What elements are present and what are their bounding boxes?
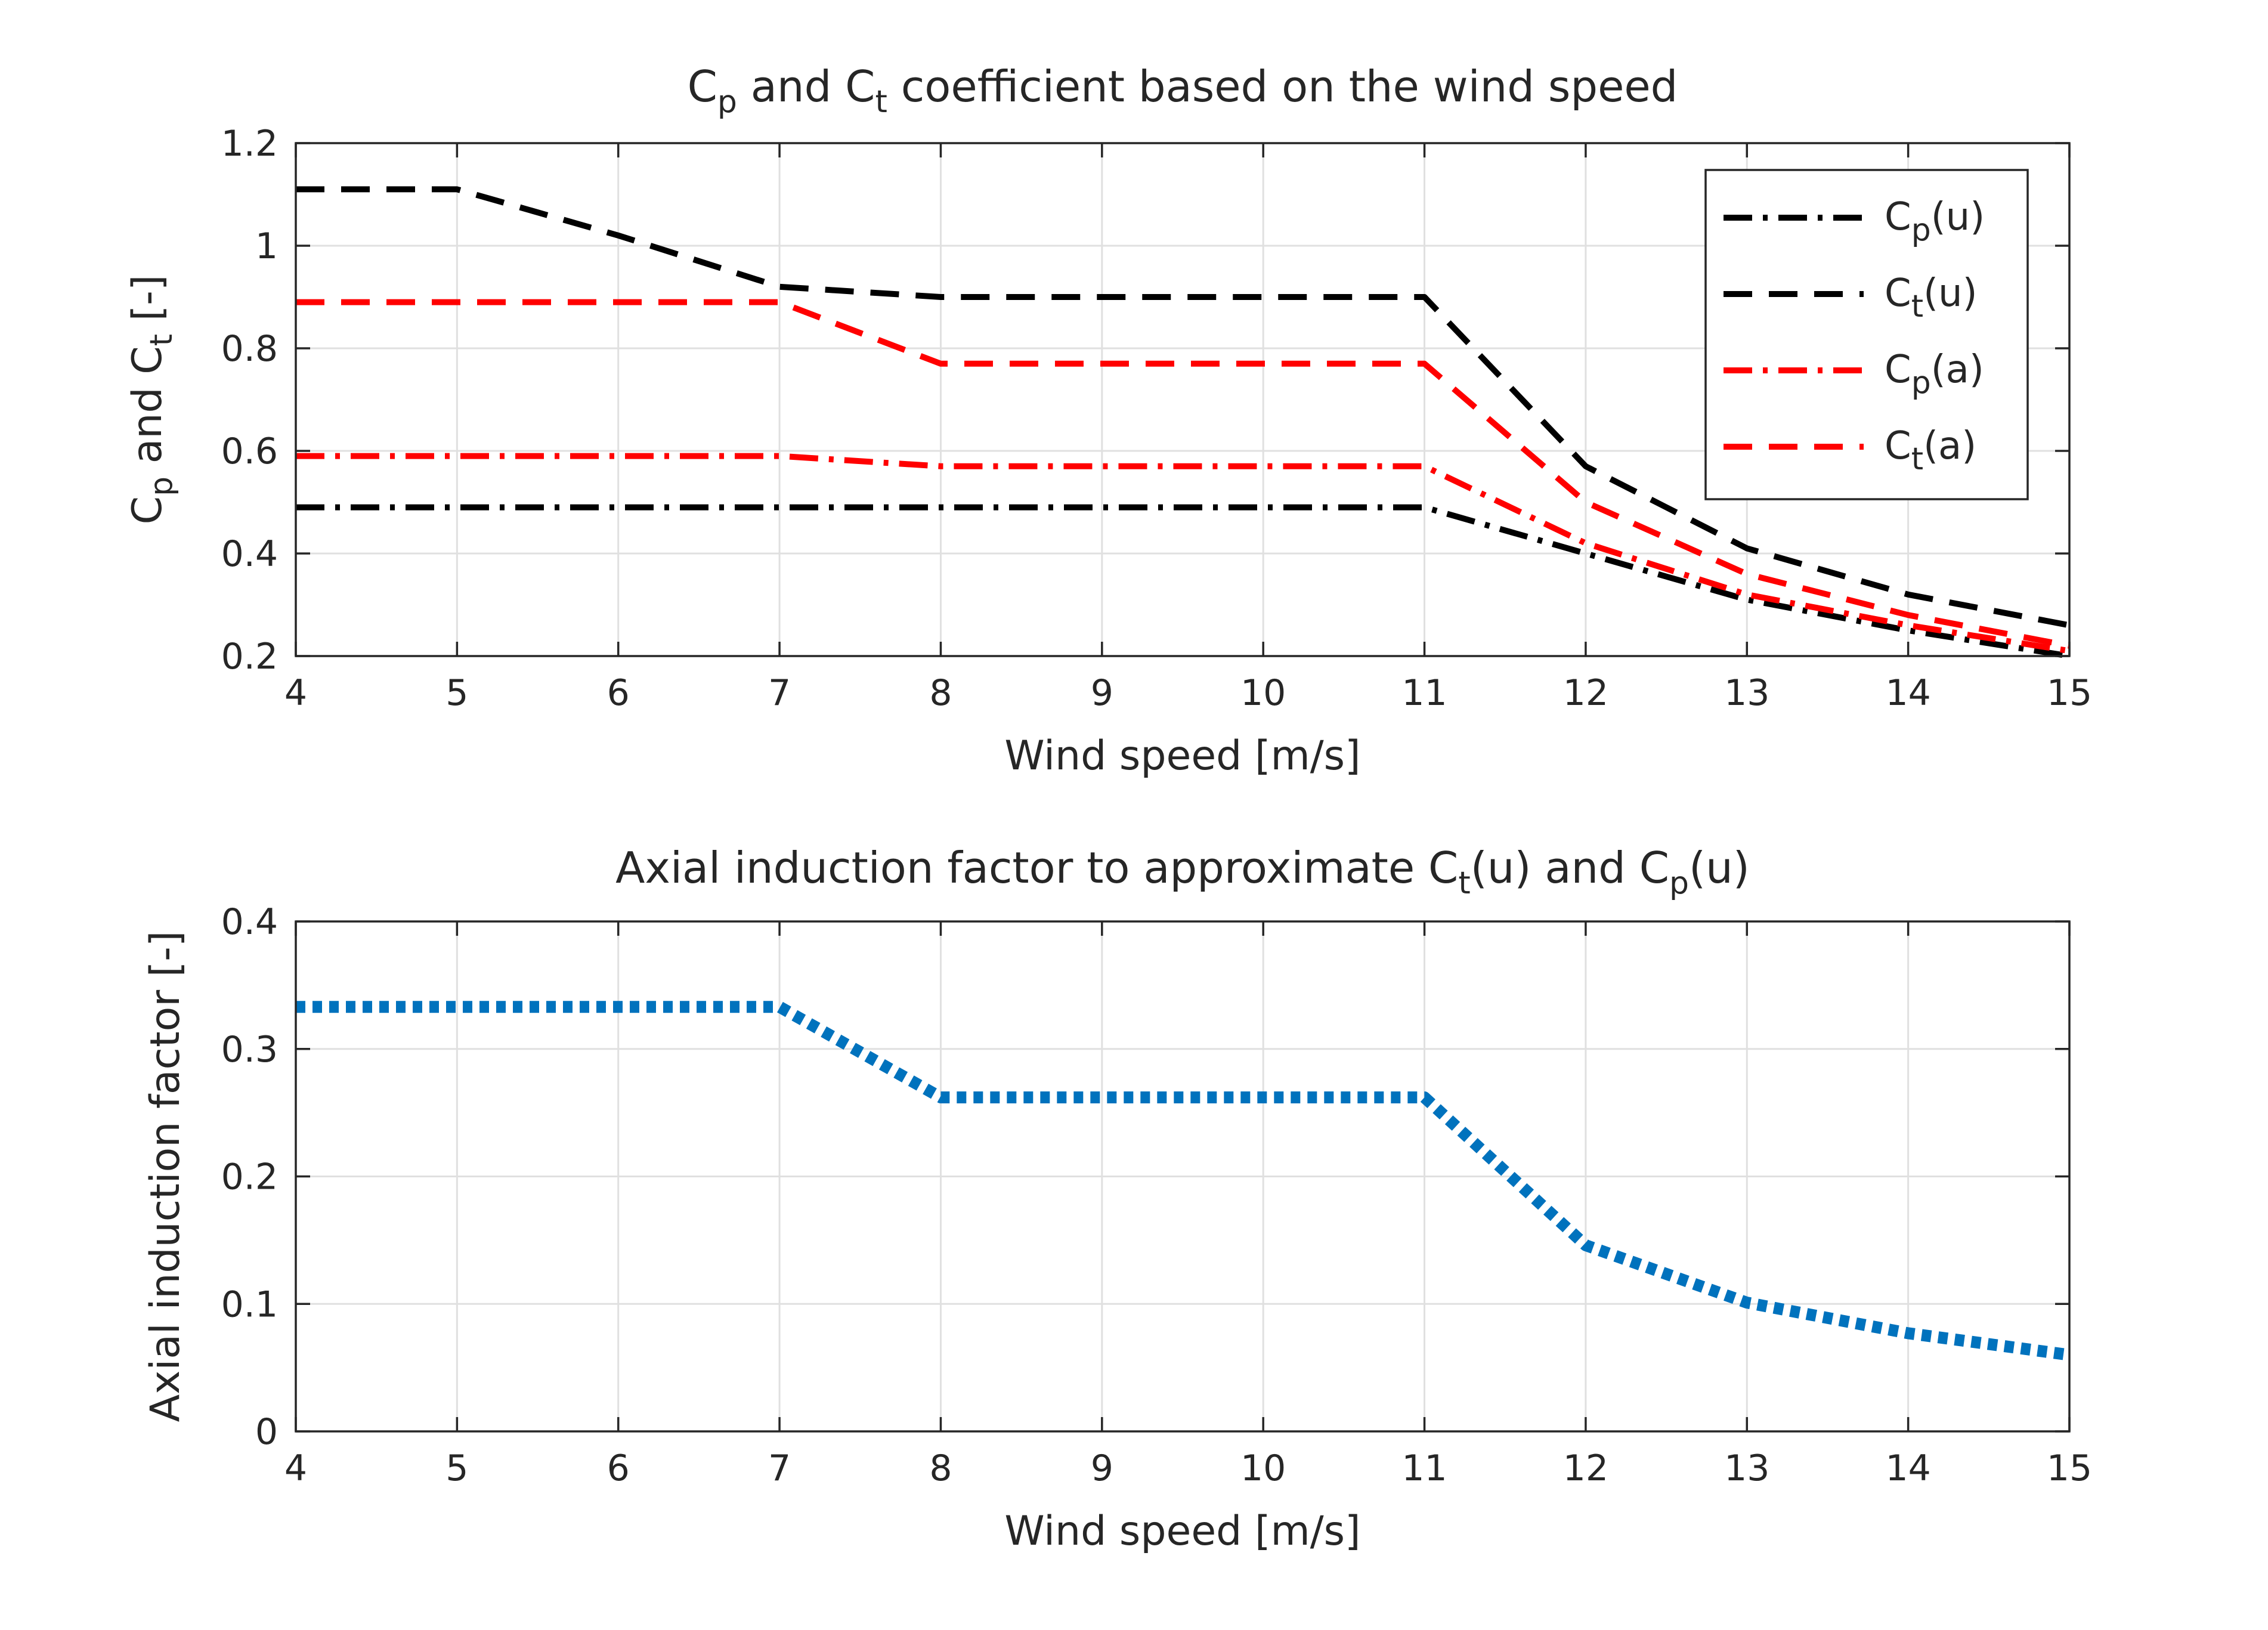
- x-tick-label: 11: [1401, 1447, 1447, 1489]
- x-tick-label: 14: [1885, 1447, 1930, 1489]
- chart-title: Axial induction factor to approximate Ct…: [615, 843, 1750, 901]
- text-part: C: [1885, 271, 1911, 316]
- text-part: C: [1885, 195, 1911, 239]
- y-tick-label: 0.1: [221, 1283, 278, 1325]
- legend-entry-0: Cp(u): [1885, 195, 1985, 248]
- x-tick-label: 13: [1724, 1447, 1769, 1489]
- x-tick-label: 12: [1563, 1447, 1608, 1489]
- text-part: t: [1458, 865, 1470, 901]
- axes-box: [295, 920, 2071, 1433]
- x-tick-label: 4: [284, 672, 307, 714]
- series-line-0: [296, 1001, 2071, 1361]
- y-tick-label: 0: [255, 1411, 278, 1453]
- series-line-3: [296, 299, 2070, 649]
- text-part: (u) and C: [1471, 843, 1669, 893]
- text-part: and C: [124, 346, 171, 477]
- text-part: p: [1911, 212, 1931, 248]
- x-tick-label: 7: [768, 1447, 791, 1489]
- text-part: C: [688, 61, 717, 112]
- text-part: [-]: [124, 275, 171, 334]
- x-tick-label: 8: [929, 672, 952, 714]
- text-part: p: [717, 84, 737, 120]
- x-axis-label: Wind speed [m/s]: [1004, 1508, 1360, 1555]
- x-tick-label: 5: [445, 672, 468, 714]
- x-tick-label: 12: [1563, 672, 1608, 714]
- x-tick-label: 11: [1401, 672, 1447, 714]
- text-part: (u): [1689, 843, 1750, 893]
- text-part: Axial induction factor [-]: [142, 931, 189, 1422]
- x-tick-label: 15: [2047, 1447, 2092, 1489]
- legend-entry-2: Cp(a): [1885, 348, 1984, 401]
- y-tick-label: 0.2: [221, 636, 278, 678]
- text-part: (a): [1923, 424, 1976, 468]
- y-tick-label: 0.4: [221, 533, 278, 575]
- text-part: t: [144, 334, 180, 346]
- chart-axial-induction: 4 5 6 7 8 9 10 11 12 13 14 15 0 0.1 0.2 0.3 0.4 Axial ind…: [142, 843, 2092, 1555]
- text-part: and C: [737, 61, 875, 112]
- text-part: Axial induction factor to approximate C: [615, 843, 1458, 893]
- x-axis-label: Wind speed [m/s]: [1004, 732, 1360, 780]
- text-part: (u): [1923, 271, 1978, 316]
- x-tick-label: 15: [2047, 672, 2092, 714]
- text-part: C: [124, 496, 171, 524]
- text-part: t: [1911, 289, 1923, 324]
- text-part: p: [1911, 365, 1931, 401]
- x-tick-label: 9: [1091, 672, 1113, 714]
- legend-entry-3: Ct(a): [1885, 424, 1976, 477]
- y-tick-label: 0.3: [221, 1029, 278, 1071]
- text-part: C: [1885, 424, 1911, 468]
- y-tick-label: 1.2: [221, 123, 278, 165]
- x-tick-label: 6: [607, 1447, 630, 1489]
- x-tick-label: 10: [1240, 1447, 1286, 1489]
- text-part: p: [144, 477, 180, 496]
- x-tick-label: 8: [929, 1447, 952, 1489]
- text-part: t: [875, 84, 887, 120]
- y-tick-label: 0.2: [221, 1156, 278, 1198]
- chart-coefficients: 4 5 6 7 8 9 10 11 12 13 14 15 0.2 0.4 0.6 0.8 1 1.2 Cp and…: [124, 61, 2092, 780]
- y-axis-label: Cp and Ct [-]: [124, 275, 180, 525]
- x-tick-label: 7: [768, 672, 791, 714]
- text-part: (u): [1931, 195, 1985, 239]
- x-tick-label: 9: [1091, 1447, 1113, 1489]
- x-tick-label: 6: [607, 672, 630, 714]
- chart-title: Cp and Ct coefficient based on the wind …: [688, 61, 1678, 120]
- text-part: t: [1911, 441, 1923, 477]
- series-line-0: [296, 504, 2070, 659]
- x-tick-label: 4: [284, 1447, 307, 1489]
- legend-box: [1704, 169, 2029, 500]
- y-axis-label: Axial induction factor [-]: [142, 931, 189, 1422]
- series-line-2: [296, 453, 2070, 654]
- legend-entry-1: Ct(u): [1885, 271, 1978, 324]
- text-part: C: [1885, 348, 1911, 392]
- axes-box: [295, 142, 2071, 657]
- y-tick-label: 0.4: [221, 901, 278, 943]
- x-tick-label: 14: [1885, 672, 1930, 714]
- grid: [295, 920, 2071, 1433]
- x-tick-label: 13: [1724, 672, 1769, 714]
- x-tick-label: 10: [1240, 672, 1286, 714]
- y-tick-label: 0.8: [221, 328, 278, 370]
- legend: Cp(u)Ct(u)Cp(a)Ct(a): [1704, 169, 2029, 500]
- text-part: p: [1669, 865, 1689, 901]
- y-tick-label: 0.6: [221, 431, 278, 472]
- x-tick-label: 5: [445, 1447, 468, 1489]
- y-tick-label: 1: [255, 225, 278, 267]
- text-part: (a): [1931, 348, 1984, 392]
- text-part: coefficient based on the wind speed: [887, 61, 1678, 112]
